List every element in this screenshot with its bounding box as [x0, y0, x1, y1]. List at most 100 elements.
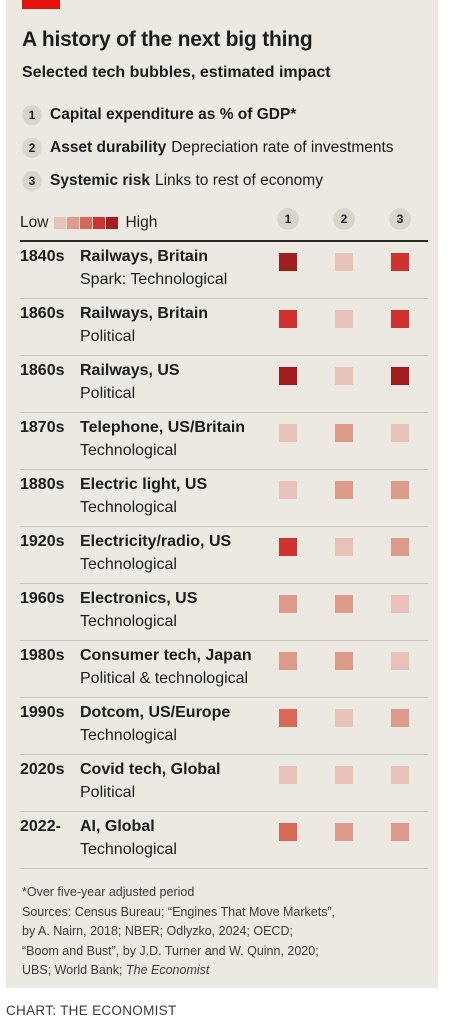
row-event: Railways, Britain	[80, 305, 209, 322]
scale-swatch-1	[54, 217, 67, 229]
impact-cell-3	[391, 766, 409, 784]
row-type: Technological	[80, 442, 177, 459]
row-type: Technological	[80, 556, 177, 573]
row-divider	[20, 811, 428, 812]
footnotes: *Over five-year adjusted period Sources:…	[22, 883, 335, 981]
impact-cell-3	[391, 823, 409, 841]
impact-cell-3	[391, 481, 409, 499]
legend-key: Systemic risk	[50, 172, 150, 189]
impact-cell-1	[279, 595, 297, 613]
row-event: Railways, Britain	[80, 248, 209, 265]
impact-cell-2	[335, 424, 353, 442]
impact-cell-2	[335, 766, 353, 784]
impact-cell-1	[279, 823, 297, 841]
impact-cell-1	[279, 652, 297, 670]
legend-description: Links to rest of economy	[154, 172, 323, 189]
row-event: Covid tech, Global	[80, 761, 221, 778]
row-type: Political	[80, 385, 136, 402]
row-year: 1880s	[20, 476, 65, 493]
table-row: 1840s Railways, Britain Spark: Technologic…	[6, 242, 438, 299]
table-row: 1990s Dotcom, US/Europe Technological	[6, 698, 438, 755]
row-event: Telephone, US/Britain	[80, 419, 246, 436]
column-header-1: 1	[277, 208, 299, 230]
impact-cell-2	[335, 310, 353, 328]
impact-cell-3	[391, 310, 409, 328]
row-year: 1990s	[20, 704, 65, 721]
chart-title: A history of the next big thing	[22, 28, 313, 51]
row-event: Consumer tech, Japan	[80, 647, 252, 664]
legend-item-durability: 2 Asset durability Depreciation rate of …	[22, 136, 394, 160]
scale-swatch-4	[93, 217, 106, 229]
legend-key: Capital expenditure as % of GDP*	[50, 106, 297, 123]
impact-cell-2	[335, 823, 353, 841]
chart-subtitle: Selected tech bubbles, estimated impact	[22, 64, 331, 81]
row-year: 2020s	[20, 761, 65, 778]
impact-cell-2	[335, 481, 353, 499]
impact-cell-2	[335, 538, 353, 556]
impact-cell-2	[335, 652, 353, 670]
row-event: AI, Global	[80, 818, 155, 835]
impact-cell-1	[279, 709, 297, 727]
impact-cell-1	[279, 310, 297, 328]
legend-number-badge: 3	[22, 171, 42, 191]
impact-cell-3	[391, 253, 409, 271]
sources-line: by A. Nairn, 2018; NBER; Odlyzko, 2024; …	[22, 924, 293, 938]
impact-cell-3	[391, 709, 409, 727]
row-type: Technological	[80, 613, 177, 630]
impact-cell-2	[335, 253, 353, 271]
column-header-3: 3	[389, 208, 411, 230]
scale-low-label: Low	[20, 214, 49, 231]
impact-cell-1	[279, 538, 297, 556]
impact-cell-3	[391, 367, 409, 385]
row-year: 1860s	[20, 305, 65, 322]
row-divider	[20, 697, 428, 698]
table-header-rule	[20, 240, 428, 242]
row-year: 1960s	[20, 590, 65, 607]
table-row: 1960s Electronics, US Technological	[6, 584, 438, 641]
scale-swatch-2	[67, 217, 80, 229]
impact-cell-1	[279, 367, 297, 385]
table-row: 2020s Covid tech, Global Political	[6, 755, 438, 812]
row-year: 1860s	[20, 362, 65, 379]
legend-item-systemic-risk: 3 Systemic risk Links to rest of economy	[22, 169, 323, 193]
table-row: 1860s Railways, Britain Political	[6, 299, 438, 356]
row-type: Political	[80, 784, 136, 801]
sources-line: UBS; World Bank; The Economist	[22, 963, 210, 977]
row-divider	[20, 298, 428, 299]
row-event: Railways, US	[80, 362, 180, 379]
impact-cell-3	[391, 595, 409, 613]
scale-swatch-3	[80, 217, 93, 229]
row-type: Spark: Technological	[80, 271, 228, 288]
row-type: Political & technological	[80, 670, 249, 687]
legend-key: Asset durability	[50, 139, 167, 156]
chart-credit: CHART: THE ECONOMIST	[6, 1003, 177, 1018]
row-event: Dotcom, US/Europe	[80, 704, 231, 721]
row-type: Political	[80, 328, 136, 345]
row-type: Technological	[80, 841, 177, 858]
impact-cell-2	[335, 709, 353, 727]
table-row: 1870s Telephone, US/Britain Technological	[6, 413, 438, 470]
impact-cell-1	[279, 766, 297, 784]
table-row: 1860s Railways, US Political	[6, 356, 438, 413]
sources-line: “Boom and Bust”, by J.D. Turner and W. Q…	[22, 943, 319, 958]
table-row: 2022- AI, Global Technological	[6, 812, 438, 869]
column-header-2: 2	[333, 208, 355, 230]
impact-cell-1	[279, 253, 297, 271]
row-divider	[20, 469, 428, 470]
color-scale-legend: Low High	[20, 212, 157, 234]
row-type: Technological	[80, 727, 177, 744]
row-divider	[20, 754, 428, 755]
legend-item-capex: 1 Capital expenditure as % of GDP*	[22, 103, 301, 127]
table-row: 1980s Consumer tech, Japan Political & tec…	[6, 641, 438, 698]
row-year: 2022-	[20, 818, 61, 835]
row-event: Electric light, US	[80, 476, 208, 493]
row-type: Technological	[80, 499, 177, 516]
table-row: 1880s Electric light, US Technological	[6, 470, 438, 527]
chart-card: A history of the next big thing Selected…	[6, 0, 438, 988]
legend-number-badge: 2	[22, 138, 42, 158]
row-divider	[20, 583, 428, 584]
row-divider	[20, 640, 428, 641]
row-divider	[20, 868, 428, 869]
table-row: 1920s Electricity/radio, US Technological	[6, 527, 438, 584]
impact-cell-1	[279, 481, 297, 499]
